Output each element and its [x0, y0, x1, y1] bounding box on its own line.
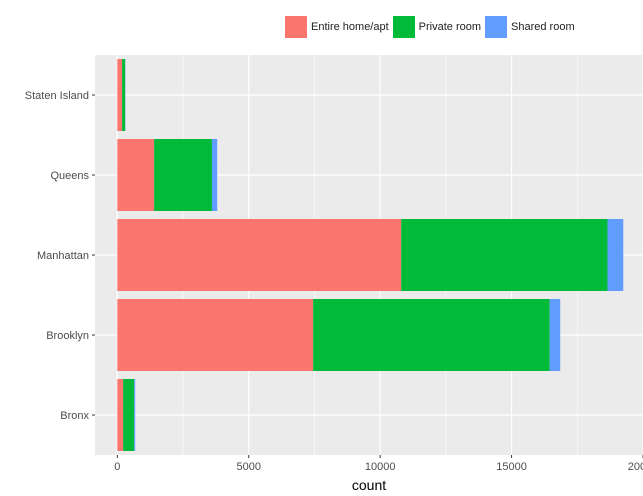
bar-staten-island-entire-home-apt: [117, 59, 123, 131]
x-tick-label: 10000: [365, 461, 396, 473]
x-tick-label: 20000: [628, 461, 643, 473]
legend-item: Private room: [392, 16, 482, 38]
bar-queens-entire-home-apt: [117, 139, 155, 211]
bar-manhattan-shared-room: [607, 219, 624, 291]
x-tick-label: 15000: [496, 461, 527, 473]
legend-key-swatch: [485, 16, 508, 38]
bars: [117, 59, 624, 451]
y-tick-label: Staten Island: [25, 90, 89, 102]
y-tick-label: Brooklyn: [46, 330, 89, 342]
bar-bronx-shared-room: [134, 379, 136, 451]
bar-manhattan-entire-home-apt: [117, 219, 402, 291]
bar-staten-island-private-room: [122, 59, 126, 131]
bar-brooklyn-entire-home-apt: [117, 299, 314, 371]
x-tick-label: 5000: [237, 461, 261, 473]
y-axis: Staten Island Queens Manhattan Brooklyn Bron…: [25, 90, 95, 422]
x-axis: 0 5000 10000 15000 20000: [114, 455, 643, 473]
bar-brooklyn-private-room: [313, 299, 550, 371]
bar-bronx-private-room: [123, 379, 135, 451]
x-tick-label: 0: [114, 461, 120, 473]
bar-queens-private-room: [154, 139, 212, 211]
x-axis-title: count: [352, 477, 386, 493]
legend-label: Shared room: [511, 21, 575, 33]
legend-item: Shared room: [485, 16, 575, 38]
y-tick-label: Queens: [50, 170, 89, 182]
y-tick-label: Bronx: [60, 410, 89, 422]
bar-manhattan-private-room: [401, 219, 608, 291]
legend-item: Entire home/apt: [285, 16, 389, 38]
bar-queens-shared-room: [211, 139, 218, 211]
legend-label: Private room: [418, 21, 482, 33]
legend-key-swatch: [285, 16, 307, 38]
bar-brooklyn-shared-room: [549, 299, 561, 371]
y-tick-label: Manhattan: [37, 250, 89, 262]
legend-key-swatch: [392, 16, 415, 38]
bar-bronx-entire-home-apt: [117, 379, 124, 451]
legend: Entire home/apt Private room Shared room: [285, 15, 579, 39]
legend-label: Entire home/apt: [311, 21, 389, 33]
